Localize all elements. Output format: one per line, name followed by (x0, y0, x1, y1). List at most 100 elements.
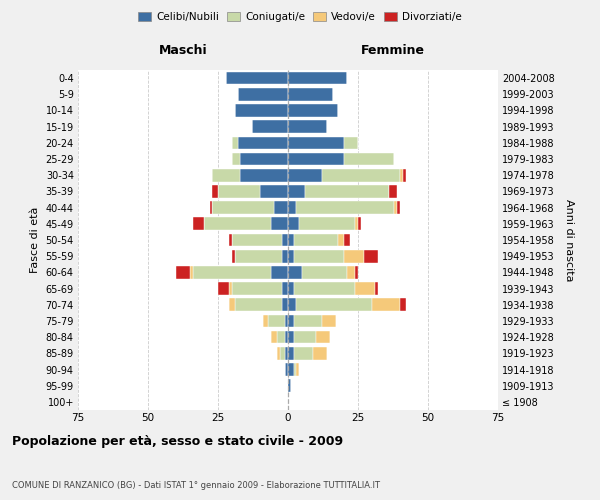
Bar (293, 363, 296, 376)
Bar (274, 202, 288, 214)
Bar (209, 202, 212, 214)
Bar (288, 202, 296, 214)
Bar (296, 202, 394, 214)
Bar (260, 185, 288, 198)
Bar (364, 250, 377, 262)
Bar (283, 234, 288, 246)
Bar (344, 250, 364, 262)
Bar (271, 218, 288, 230)
Bar (285, 331, 288, 344)
Bar (288, 363, 293, 376)
Bar (288, 136, 344, 149)
Bar (280, 347, 285, 360)
Bar (271, 331, 277, 344)
Bar (288, 331, 293, 344)
Bar (241, 169, 288, 181)
Bar (313, 347, 327, 360)
Bar (288, 104, 338, 117)
Bar (338, 234, 344, 246)
Bar (358, 218, 361, 230)
Bar (277, 331, 285, 344)
Bar (296, 363, 299, 376)
Bar (229, 234, 232, 246)
Bar (344, 234, 350, 246)
Bar (288, 169, 322, 181)
Bar (397, 202, 400, 214)
Bar (347, 266, 355, 278)
Bar (288, 218, 299, 230)
Bar (316, 331, 330, 344)
Bar (235, 104, 288, 117)
Bar (235, 298, 283, 311)
Bar (212, 202, 274, 214)
Bar (232, 282, 283, 295)
Bar (238, 88, 288, 101)
Bar (322, 314, 335, 328)
Bar (344, 152, 394, 166)
Text: COMUNE DI RANZANICO (BG) - Dati ISTAT 1° gennaio 2009 - Elaborazione TUTTITALIA.: COMUNE DI RANZANICO (BG) - Dati ISTAT 1°… (12, 481, 380, 490)
Bar (322, 169, 400, 181)
Bar (403, 169, 406, 181)
Bar (263, 314, 268, 328)
Bar (283, 298, 288, 311)
Bar (190, 266, 193, 278)
Bar (288, 88, 333, 101)
Bar (218, 185, 260, 198)
Bar (251, 120, 288, 133)
Bar (226, 72, 288, 85)
Bar (372, 298, 400, 311)
Bar (288, 380, 291, 392)
Bar (288, 234, 293, 246)
Bar (288, 347, 293, 360)
Text: Femmine: Femmine (361, 44, 425, 57)
Bar (293, 250, 344, 262)
Bar (204, 218, 271, 230)
Bar (241, 152, 288, 166)
Bar (400, 169, 403, 181)
Bar (193, 266, 271, 278)
Bar (302, 266, 347, 278)
Bar (232, 234, 283, 246)
Bar (305, 185, 389, 198)
Bar (394, 202, 397, 214)
Bar (232, 250, 235, 262)
Bar (232, 136, 238, 149)
Bar (344, 136, 358, 149)
Bar (285, 314, 288, 328)
Bar (288, 298, 296, 311)
Bar (268, 314, 285, 328)
Text: Popolazione per età, sesso e stato civile - 2009: Popolazione per età, sesso e stato civil… (12, 434, 343, 448)
Bar (400, 298, 406, 311)
Bar (288, 72, 347, 85)
Bar (288, 152, 344, 166)
Bar (288, 266, 302, 278)
Bar (283, 250, 288, 262)
Bar (288, 120, 327, 133)
Bar (389, 185, 397, 198)
Bar (288, 185, 305, 198)
Bar (212, 185, 218, 198)
Bar (212, 169, 241, 181)
Bar (193, 218, 204, 230)
Bar (288, 250, 293, 262)
Bar (235, 250, 283, 262)
Y-axis label: Fasce di età: Fasce di età (30, 207, 40, 273)
Bar (355, 282, 375, 295)
Bar (271, 266, 288, 278)
Bar (293, 314, 322, 328)
Bar (299, 218, 355, 230)
Bar (277, 347, 280, 360)
Bar (355, 266, 358, 278)
Bar (293, 282, 355, 295)
Bar (176, 266, 190, 278)
Bar (296, 298, 372, 311)
Legend: Celibi/Nubili, Coniugati/e, Vedovi/e, Divorziati/e: Celibi/Nubili, Coniugati/e, Vedovi/e, Di… (134, 8, 466, 26)
Bar (375, 282, 377, 295)
Bar (293, 347, 313, 360)
Bar (218, 282, 229, 295)
Bar (238, 136, 288, 149)
Bar (229, 282, 232, 295)
Bar (283, 282, 288, 295)
Bar (293, 331, 316, 344)
Bar (288, 314, 293, 328)
